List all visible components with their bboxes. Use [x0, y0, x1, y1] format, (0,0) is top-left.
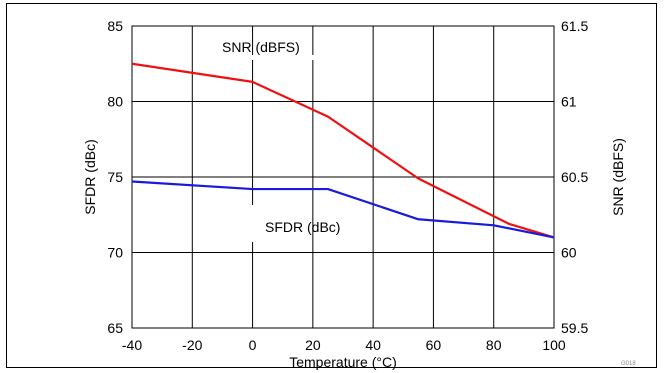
figure-id: G018 [621, 361, 636, 367]
y-tick-label-right: 61.5 [561, 18, 588, 34]
x-tick-label: 60 [426, 337, 442, 353]
x-tick-label: -20 [182, 337, 202, 353]
y-tick-label-right: 61 [561, 94, 577, 110]
y-tick-label-left: 70 [107, 245, 123, 261]
x-tick-label: -40 [122, 337, 142, 353]
plot-area [131, 25, 555, 329]
x-tick-label: 100 [542, 337, 566, 353]
y-axis-label-left: SFDR (dBc) [82, 139, 98, 214]
y-tick-label-right: 59.5 [561, 320, 588, 336]
y-tick-label-left: 80 [107, 94, 123, 110]
x-tick-label: 20 [305, 337, 321, 353]
x-tick-label: 80 [486, 337, 502, 353]
y-tick-label-left: 75 [107, 169, 123, 185]
y-tick-label-right: 60.5 [561, 169, 588, 185]
x-tick-label: 0 [249, 337, 257, 353]
y-tick-label-left: 65 [107, 320, 123, 336]
snr-series-line [131, 62, 555, 239]
y-tick-label-left: 85 [107, 18, 123, 34]
sfdr-series-label: SFDR (dBc) [265, 219, 340, 235]
chart-frame [6, 3, 657, 368]
y-tick-label-right: 60 [561, 245, 577, 261]
x-axis-label: Temperature (°C) [289, 354, 397, 370]
x-tick-label: 40 [365, 337, 381, 353]
y-axis-label-right: SNR (dBFS) [610, 138, 626, 216]
sfdr-series-line [131, 180, 555, 239]
snr-series-label: SNR (dBFS) [222, 39, 300, 55]
